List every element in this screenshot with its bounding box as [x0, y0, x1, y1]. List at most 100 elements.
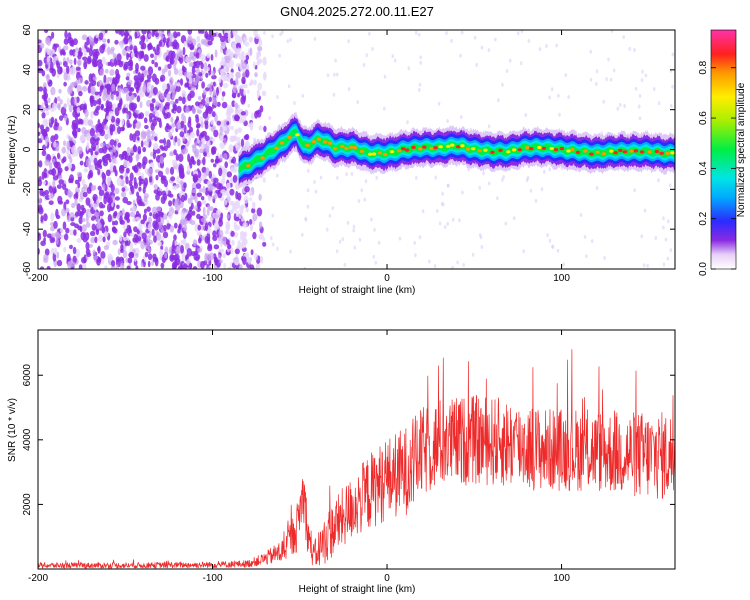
noise-speckle [219, 126, 223, 136]
noise-speckle [54, 118, 58, 127]
noise-speckle [205, 190, 209, 196]
y-tick-label: -40 [22, 222, 33, 237]
ridge-peak [344, 146, 349, 151]
noise-speckle [111, 260, 116, 267]
noise-speckle [147, 66, 154, 76]
noise-speckle [118, 60, 124, 68]
noise-speckle [44, 136, 50, 143]
noise-speckle [213, 81, 216, 87]
noise-speckle [206, 237, 211, 245]
noise-speckle [121, 126, 125, 131]
noise-speckle [115, 68, 120, 77]
ridge-peak [305, 143, 310, 147]
noise-speckle [48, 200, 54, 205]
ridge-peak [575, 150, 581, 154]
noise-speckle [222, 252, 227, 258]
noise-speckle [191, 106, 196, 115]
noise-speckle [127, 257, 133, 264]
noise-speckle [219, 142, 225, 149]
noise-speckle [77, 146, 83, 155]
noise-speckle [169, 225, 175, 233]
noise-speckle [496, 196, 499, 201]
noise-speckle [443, 225, 447, 229]
ridge-peak [566, 149, 571, 153]
noise-speckle [171, 108, 175, 113]
noise-speckle [81, 34, 88, 41]
ridge-peak [274, 146, 279, 150]
noise-speckle [218, 167, 223, 177]
noise-speckle [551, 244, 555, 249]
noise-speckle [191, 144, 197, 149]
ridge-peak [601, 152, 607, 156]
noise-speckle [165, 185, 169, 195]
noise-speckle [191, 55, 197, 61]
noise-speckle [168, 40, 172, 48]
noise-speckle [207, 243, 213, 249]
ridge-peak [411, 145, 416, 149]
noise-speckle [173, 200, 179, 208]
noise-speckle [286, 39, 290, 44]
noise-speckle [451, 265, 454, 269]
noise-speckle [602, 99, 605, 104]
ridge-peak [352, 146, 358, 150]
noise-speckle [195, 66, 201, 74]
noise-speckle [94, 91, 99, 96]
noise-speckle [436, 209, 439, 213]
noise-speckle [107, 197, 113, 204]
noise-speckle [150, 151, 154, 157]
noise-speckle [383, 106, 386, 111]
noise-speckle [254, 33, 260, 39]
noise-speckle [66, 57, 70, 63]
colorbar-tick-label: 0.8 [698, 60, 709, 74]
noise-speckle [335, 249, 339, 254]
noise-speckle [195, 60, 201, 69]
noise-speckle [154, 136, 158, 142]
noise-speckle [175, 153, 179, 161]
noise-speckle [118, 164, 125, 174]
noise-speckle [373, 227, 376, 232]
ridge-peak [377, 151, 383, 155]
noise-speckle [193, 80, 198, 86]
noise-speckle [129, 232, 135, 237]
noise-speckle [85, 232, 90, 241]
noise-speckle [417, 32, 421, 37]
noise-speckle [112, 53, 117, 59]
noise-speckle [106, 115, 112, 121]
noise-speckle [218, 248, 224, 253]
noise-speckle [53, 161, 59, 169]
noise-speckle [462, 263, 466, 267]
noise-speckle [100, 258, 105, 265]
noise-speckle [124, 107, 128, 114]
noise-speckle [59, 49, 63, 56]
noise-speckle [419, 60, 423, 65]
noise-speckle [122, 250, 128, 259]
noise-speckle [83, 103, 87, 110]
noise-speckle [79, 103, 86, 111]
noise-speckle [102, 183, 106, 191]
noise-speckle [83, 116, 89, 126]
noise-speckle [155, 101, 160, 107]
noise-speckle [182, 46, 186, 56]
noise-speckle [75, 248, 80, 258]
noise-speckle [226, 171, 232, 178]
noise-speckle [99, 164, 103, 170]
noise-speckle [142, 156, 148, 166]
noise-speckle [233, 258, 240, 266]
noise-speckle [173, 222, 178, 229]
noise-speckle [99, 142, 105, 148]
noise-speckle [196, 128, 200, 137]
noise-speckle [197, 224, 202, 231]
noise-speckle [82, 218, 86, 222]
ridge-peak [295, 133, 300, 137]
noise-speckle [229, 188, 235, 196]
noise-speckle [262, 241, 267, 247]
noise-speckle [71, 81, 77, 87]
ridge-peak [438, 145, 443, 149]
noise-speckle [238, 213, 242, 219]
noise-speckle [662, 225, 665, 230]
noise-speckle [56, 184, 62, 190]
noise-speckle [268, 116, 272, 120]
noise-speckle [121, 187, 126, 193]
noise-speckle [662, 262, 666, 267]
noise-speckle [164, 252, 168, 259]
